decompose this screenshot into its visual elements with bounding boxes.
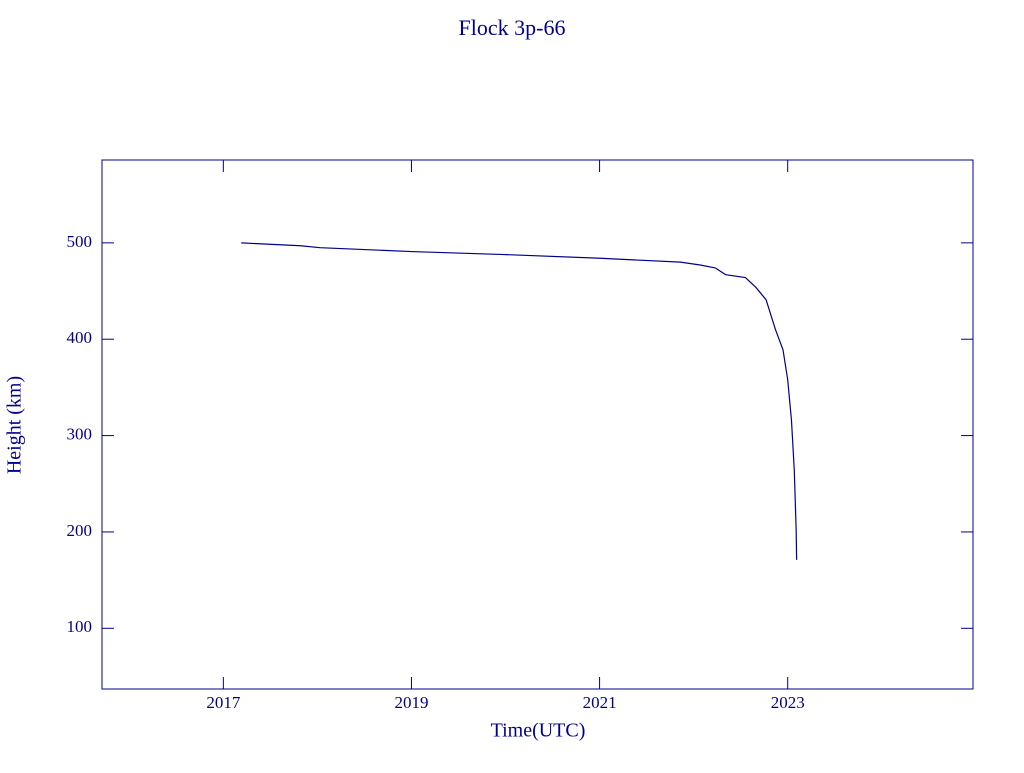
y-tick-label: 200 [67, 521, 93, 540]
x-tick-label: 2019 [394, 693, 428, 712]
y-tick-label: 400 [67, 328, 93, 347]
x-axis-label: Time(UTC) [491, 720, 586, 742]
x-tick-label: 2017 [206, 693, 241, 712]
data-line [241, 242, 798, 560]
plot-frame [101, 159, 974, 690]
x-tick-label: 2021 [583, 693, 617, 712]
y-tick-label: 300 [67, 424, 93, 443]
y-axis-label: Height (km) [4, 376, 26, 474]
y-tick-label: 100 [67, 617, 93, 636]
y-tick-label: 500 [67, 232, 93, 251]
chart-title: Flock 3p-66 [459, 15, 566, 40]
x-tick-label: 2023 [771, 693, 805, 712]
